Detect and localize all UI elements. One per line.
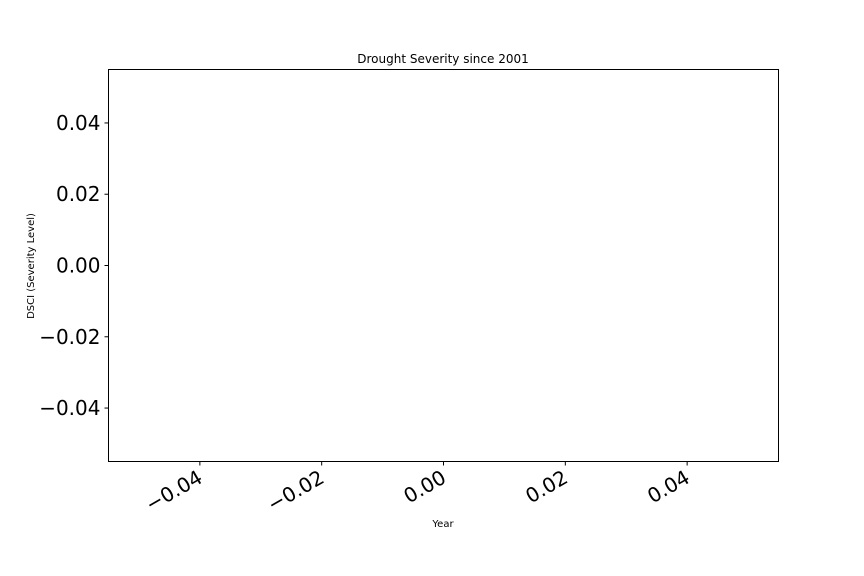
y-tick-label: 0.04: [56, 111, 101, 135]
y-axis-label: DSCI (Severity Level): [26, 213, 37, 319]
y-axis-ticks: 0.04 0.02 0.00 −0.02 −0.04: [39, 111, 109, 420]
x-axis-label: Year: [431, 519, 454, 530]
chart-title: Drought Severity since 2001: [357, 52, 529, 66]
y-tick-label: −0.04: [39, 396, 100, 420]
y-tick-label: 0.00: [56, 254, 101, 278]
y-tick-label: 0.02: [56, 182, 101, 206]
y-tick-label: −0.02: [39, 325, 100, 349]
